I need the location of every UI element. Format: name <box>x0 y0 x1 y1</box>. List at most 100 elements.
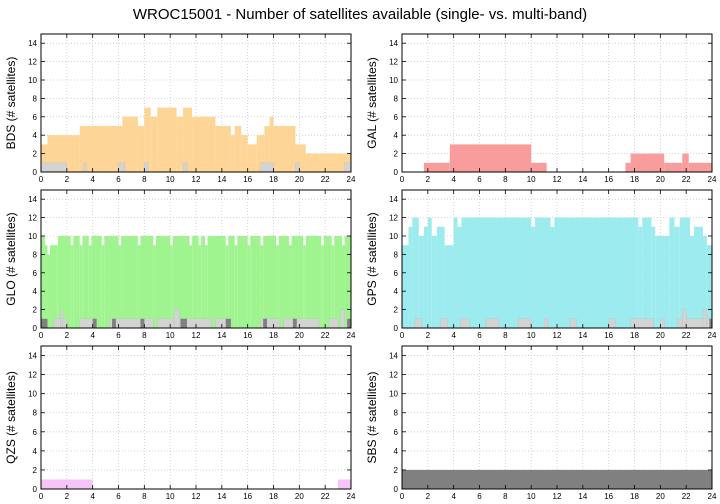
gps-bar <box>531 226 536 328</box>
sbs-xtick-label: 22 <box>682 492 691 501</box>
gps-single-band-bar <box>440 318 448 329</box>
gps-ytick-label: 14 <box>389 195 398 204</box>
glo-bar <box>137 245 141 328</box>
gal-xtick-label: 24 <box>708 175 717 184</box>
qzs-xtick-label: 6 <box>116 492 121 501</box>
bds-ytick-label: 4 <box>33 131 38 140</box>
gps-bar <box>651 226 656 328</box>
qzs-xtick-label: 18 <box>269 492 278 501</box>
gps-ytick-label: 0 <box>394 324 399 333</box>
qzs-xtick-label: 16 <box>243 492 252 501</box>
gps-bar <box>706 245 712 328</box>
gal-xtick-label: 8 <box>503 175 508 184</box>
glo-bar <box>47 254 51 328</box>
sbs-ytick-label: 14 <box>389 352 398 361</box>
gps-ytick-label: 6 <box>394 269 399 278</box>
glo-single-band-bar <box>53 318 61 329</box>
sbs-xtick-label: 20 <box>656 492 665 501</box>
sbs-ytick-label: 10 <box>389 390 398 399</box>
gps-bar <box>418 236 424 328</box>
glo-single-band-bar <box>60 309 64 329</box>
bds-bar <box>183 107 193 172</box>
bds-xtick-label: 2 <box>65 175 70 184</box>
bds-bar <box>273 126 296 172</box>
glo-xtick-label: 2 <box>65 331 70 340</box>
glo-dark-bar <box>112 318 116 328</box>
gal-ytick-label: 8 <box>394 94 399 103</box>
gps-bar <box>408 226 413 328</box>
glo-ytick-label: 6 <box>33 269 38 278</box>
glo-bar <box>73 236 80 328</box>
gps-single-band-bar <box>686 318 704 329</box>
bds-ytick-label: 14 <box>28 39 37 48</box>
glo-bar <box>101 245 105 328</box>
gps-single-band-bar <box>459 318 470 329</box>
gps-ytick-label: 8 <box>394 250 399 259</box>
glo-bar <box>341 245 345 328</box>
glo-ytick-label: 0 <box>33 324 38 333</box>
glo-xtick-label: 18 <box>269 331 278 340</box>
gps-single-band-bar <box>569 318 577 329</box>
bds-single-band-bar <box>40 162 67 173</box>
gal-ylabel: GAL (# satellites) <box>365 57 379 149</box>
glo-bar <box>50 245 58 328</box>
gps-bar <box>423 226 428 328</box>
qzs-xtick-label: 24 <box>347 492 356 501</box>
sbs-ytick-label: 0 <box>394 485 399 494</box>
bds-xtick-label: 16 <box>243 175 252 184</box>
gps-bar <box>679 217 691 328</box>
sbs-xtick-label: 14 <box>578 492 587 501</box>
glo-xtick-label: 14 <box>217 331 226 340</box>
bds-single-band-bar <box>144 162 149 173</box>
glo-bar <box>234 245 238 328</box>
gps-bar <box>638 226 643 328</box>
glo-bar <box>321 245 324 328</box>
gal-xtick-label: 18 <box>630 175 639 184</box>
sbs-xtick-label: 24 <box>708 492 717 501</box>
glo-bar <box>118 245 122 328</box>
glo-bar <box>263 236 277 328</box>
gal-bar <box>423 162 450 172</box>
bds-single-band-bar <box>182 162 188 173</box>
bds-bar <box>122 116 138 172</box>
gps-xtick-label: 12 <box>553 331 562 340</box>
gps-bar <box>702 236 707 328</box>
gal-xtick-label: 6 <box>477 175 482 184</box>
gps-bar <box>444 245 454 328</box>
qzs-xtick-label: 20 <box>295 492 304 501</box>
glo-dark-bar <box>347 318 351 328</box>
sbs-xtick-label: 12 <box>553 492 562 501</box>
glo-bar <box>153 245 156 328</box>
bds-bar <box>79 126 123 172</box>
gal-xtick-label: 4 <box>451 175 456 184</box>
bds-bar <box>241 135 248 172</box>
glo-bar <box>140 236 154 328</box>
glo-bar <box>201 236 206 328</box>
glo-bar <box>170 245 173 328</box>
glo-xtick-label: 6 <box>116 331 121 340</box>
glo-bar <box>189 245 193 328</box>
glo-single-band-bar <box>340 309 345 329</box>
qzs-ytick-label: 8 <box>33 409 38 418</box>
glo-bar <box>192 236 199 328</box>
bds-single-band-bar <box>118 162 126 173</box>
qzs-xtick-label: 14 <box>217 492 226 501</box>
bds-bar <box>137 126 145 172</box>
bds-xtick-label: 6 <box>116 175 121 184</box>
glo-bar <box>305 236 322 328</box>
glo-bar <box>88 245 92 328</box>
bds-single-band-bar <box>83 162 87 173</box>
gps-bar <box>453 217 458 328</box>
qzs-xtick-label: 8 <box>142 492 147 501</box>
gal-bar <box>688 162 712 172</box>
glo-bar <box>91 236 102 328</box>
gps-xtick-label: 2 <box>426 331 431 340</box>
gal-bar <box>625 162 631 172</box>
qzs-xtick-label: 0 <box>39 492 44 501</box>
gps-xtick-label: 22 <box>682 331 691 340</box>
glo-xtick-label: 12 <box>192 331 201 340</box>
sbs-ytick-label: 2 <box>394 466 399 475</box>
glo-bar <box>104 236 119 328</box>
